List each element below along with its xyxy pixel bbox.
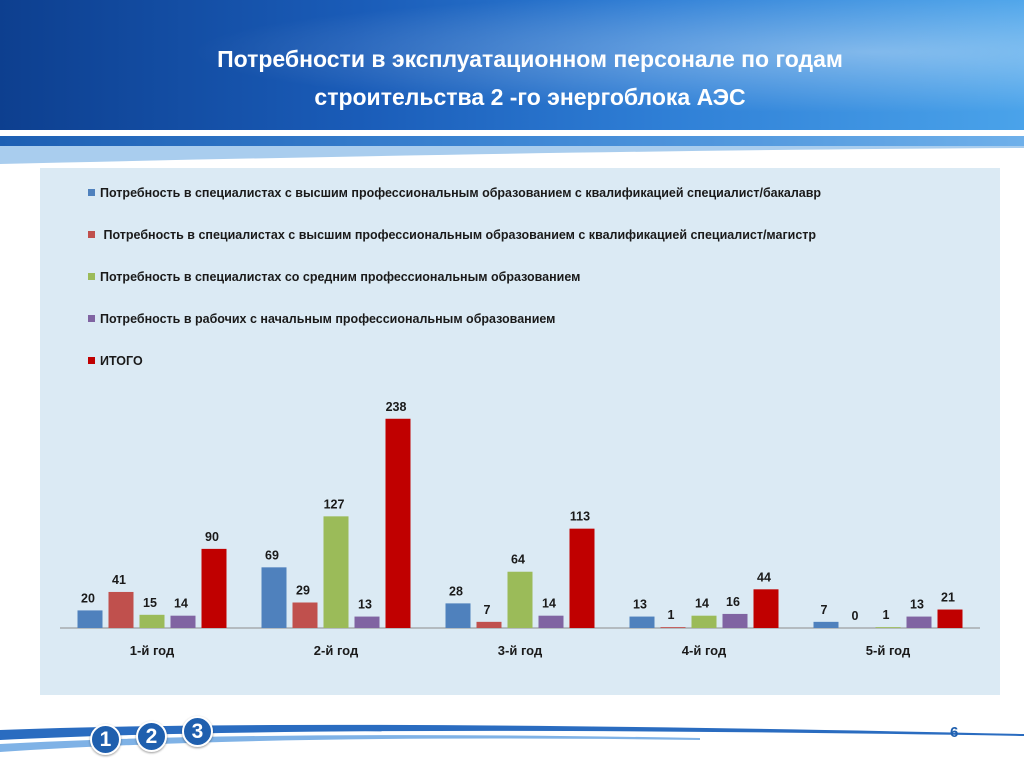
data-label: 20: [81, 591, 95, 605]
legend-label: Потребность в специалистах со средним пр…: [100, 270, 581, 284]
data-label: 28: [449, 584, 463, 598]
legend-label: Потребность в специалистах с высшим проф…: [100, 228, 817, 242]
chart-panel: Потребность в специалистах с высшим проф…: [40, 168, 1000, 695]
top-swoosh-decoration: [0, 146, 1024, 164]
bar: [476, 621, 502, 628]
bar: [753, 589, 779, 628]
header-banner: [0, 0, 1024, 130]
bar: [385, 418, 411, 628]
legend-item: Потребность в специалистах с высшим проф…: [88, 186, 821, 200]
bar: [108, 591, 134, 628]
legend-swatch: [88, 357, 95, 365]
bar: [660, 627, 686, 628]
data-label: 44: [757, 570, 771, 584]
data-label: 14: [695, 597, 709, 611]
bar: [201, 548, 227, 628]
page-number: 6: [950, 724, 959, 741]
bar: [538, 615, 564, 628]
header-divider-blue: [0, 136, 1024, 146]
legend-swatch: [88, 315, 95, 323]
bar: [937, 609, 963, 628]
step-badge-1: 1: [90, 724, 121, 755]
data-label: 29: [296, 584, 310, 598]
bar: [906, 616, 932, 628]
category-label: 1-й год: [130, 643, 175, 658]
slide-title: Потребности в эксплуатационном персонале…: [0, 40, 1024, 116]
bar: [445, 603, 471, 628]
bar: [261, 567, 287, 628]
legend-swatch: [88, 231, 95, 239]
legend-item: Потребность в рабочих с начальным профес…: [88, 312, 555, 326]
bar: [170, 615, 196, 628]
data-label: 69: [265, 548, 279, 562]
bar: [813, 621, 839, 628]
data-label: 64: [511, 553, 525, 567]
step-badge-3: 3: [182, 716, 213, 747]
bar-chart: 20 41 15 14 90 1-й год 69 29 127 13 238 2-й год 28 7 6…: [60, 400, 980, 658]
data-label: 16: [726, 595, 740, 609]
data-label: 113: [570, 510, 590, 524]
bar: [323, 516, 349, 628]
bar: [139, 614, 165, 628]
bar: [292, 602, 318, 628]
data-label: 127: [324, 497, 345, 511]
step-badge-2: 2: [136, 721, 167, 752]
category-label: 4-й год: [682, 643, 727, 658]
bar: [691, 615, 717, 628]
legend-label: ИТОГО: [100, 354, 143, 368]
data-label: 21: [941, 591, 955, 605]
header-divider-white: [0, 130, 1024, 136]
data-label: 90: [205, 530, 219, 544]
data-label: 1: [668, 608, 675, 622]
legend-item: ИТОГО: [88, 354, 143, 368]
data-label: 1: [883, 608, 890, 622]
data-label: 7: [821, 603, 828, 617]
category-label: 2-й год: [314, 643, 359, 658]
data-label: 14: [174, 597, 188, 611]
bar: [354, 616, 380, 628]
data-label: 41: [112, 573, 126, 587]
data-label: 13: [358, 598, 372, 612]
data-label: 13: [633, 598, 647, 612]
data-label: 7: [484, 603, 491, 617]
category-label: 5-й год: [866, 643, 911, 658]
bar: [507, 571, 533, 628]
bar: [77, 610, 103, 628]
data-label: 15: [143, 596, 157, 610]
bar: [569, 528, 595, 628]
data-label: 0: [852, 609, 859, 623]
legend-swatch: [88, 273, 95, 281]
slide-title-line2: строительства 2 -го энергоблока АЭС: [314, 84, 746, 110]
slide-title-line1: Потребности в эксплуатационном персонале…: [217, 46, 843, 72]
legend-swatch: [88, 189, 95, 197]
legend-label: Потребность в рабочих с начальным профес…: [100, 312, 556, 326]
data-label: 14: [542, 597, 556, 611]
data-label: 238: [386, 400, 407, 414]
legend-label: Потребность в специалистах с высшим проф…: [100, 186, 822, 200]
category-label: 3-й год: [498, 643, 543, 658]
data-label: 13: [910, 598, 924, 612]
legend-item: Потребность в специалистах со средним пр…: [88, 270, 580, 284]
bar: [722, 613, 748, 628]
bar: [875, 627, 901, 628]
footer-swoosh-decoration: [0, 724, 1024, 752]
bar: [629, 616, 655, 628]
legend-item: Потребность в специалистах с высшим проф…: [88, 228, 816, 242]
